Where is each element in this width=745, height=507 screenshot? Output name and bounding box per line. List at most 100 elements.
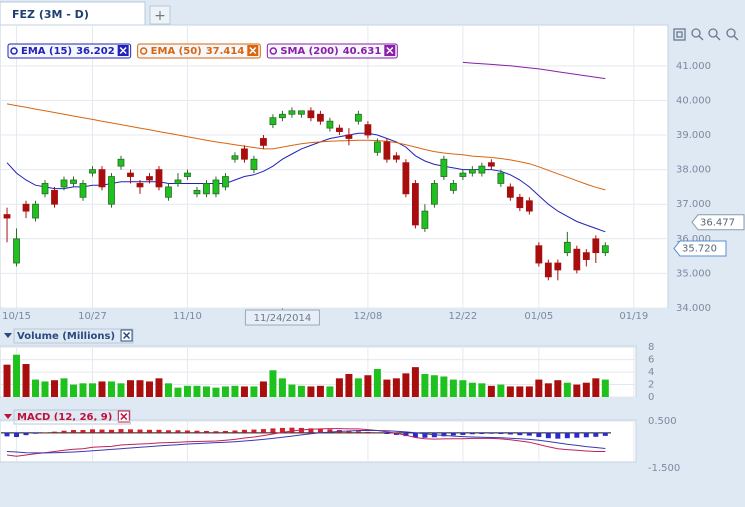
volume-bar <box>478 383 486 397</box>
histogram-bar <box>555 432 561 439</box>
histogram-bar <box>583 432 589 438</box>
histogram-bar <box>346 430 352 433</box>
volume-bar <box>316 385 324 397</box>
histogram-bar <box>23 432 29 436</box>
candle-body <box>554 262 562 271</box>
histogram-bar <box>365 431 371 433</box>
volume-bar <box>364 375 372 397</box>
histogram-bar <box>71 430 77 433</box>
candle-body <box>222 176 229 188</box>
signal-line <box>6 430 606 454</box>
volume-bar <box>592 378 600 397</box>
candle-body <box>317 113 324 122</box>
panel-title: MACD (12, 26, 9) <box>17 412 112 423</box>
price-marker-label: 35.720 <box>682 243 717 254</box>
legend-chip-dot <box>10 47 18 55</box>
volume-bar <box>3 364 11 397</box>
candle-body <box>326 120 334 129</box>
volume-bar <box>554 380 562 397</box>
volume-bar <box>421 373 429 397</box>
candle-body <box>468 169 476 174</box>
candle-body <box>155 169 163 188</box>
zoom-in-button[interactable] <box>691 28 701 38</box>
y-tick-label: 39.000 <box>676 130 711 141</box>
volume-bar <box>240 386 248 397</box>
add-tab[interactable] <box>149 5 171 25</box>
histogram-bar <box>165 430 171 433</box>
histogram-bar <box>184 430 190 433</box>
volume-bar <box>174 387 182 397</box>
legend-close-x <box>119 46 127 55</box>
candle-body <box>117 158 125 167</box>
candle-body <box>364 124 372 136</box>
candle-body <box>430 183 438 205</box>
histogram-bar <box>118 429 124 433</box>
volume-bar <box>307 386 315 397</box>
volume-bar <box>345 373 353 397</box>
reset-button[interactable] <box>673 28 686 41</box>
volume-bar <box>497 384 505 397</box>
histogram-bar <box>498 432 504 434</box>
volume-bar <box>544 383 552 397</box>
histogram-bar <box>127 429 133 433</box>
histogram-bar <box>488 432 494 434</box>
zoom-fit-button[interactable] <box>726 28 736 38</box>
zoom-out-handle <box>715 35 721 41</box>
histogram-bar <box>317 428 323 433</box>
panel-title: Volume (Millions) <box>17 331 115 342</box>
candle-body <box>108 176 115 205</box>
collapse-arrow[interactable] <box>4 414 12 419</box>
candle-body <box>563 241 571 254</box>
candle-body <box>459 172 467 177</box>
panel-title-box <box>13 409 131 425</box>
zoom-fit-handle <box>733 35 739 41</box>
volume-bar <box>193 385 201 397</box>
histogram-bar <box>564 432 570 439</box>
candle-body <box>3 214 11 219</box>
histogram-bar <box>479 432 485 434</box>
y-tick-label: 37.000 <box>676 199 711 210</box>
histogram-bar <box>593 432 599 437</box>
candle-body <box>497 172 505 184</box>
histogram-bar <box>422 432 428 438</box>
candle-body <box>184 172 191 177</box>
candle-body <box>307 110 315 119</box>
legend-chip-dot <box>269 47 278 55</box>
symbol-tab[interactable] <box>0 1 146 27</box>
volume-bar <box>535 379 543 397</box>
histogram-bar <box>270 428 276 433</box>
volume-bar <box>430 375 438 397</box>
candle-body <box>544 262 552 278</box>
price-marker-box <box>673 240 727 257</box>
volume-bar <box>449 379 457 397</box>
volume-bar <box>183 385 191 397</box>
histogram-bar <box>203 430 209 433</box>
volume-bar <box>117 383 125 397</box>
histogram-bar <box>260 429 266 433</box>
candle-body <box>51 189 58 205</box>
volume-bar <box>487 385 495 397</box>
volume-bar <box>392 378 400 397</box>
histogram-bar <box>526 432 532 436</box>
histogram-bar <box>108 429 114 433</box>
histogram-bar <box>52 431 58 433</box>
y-tick-label: 2 <box>648 380 654 391</box>
histogram-bar <box>469 432 475 435</box>
volume-bar <box>164 383 172 397</box>
histogram-bar <box>384 432 390 434</box>
legend-chip: SMA (200) 40.631 <box>266 43 398 59</box>
legend-value: 36.202 <box>76 46 115 57</box>
histogram-bar <box>89 429 95 433</box>
histogram-bar <box>4 432 10 437</box>
volume-bar <box>212 387 220 397</box>
collapse-arrow[interactable] <box>4 333 12 338</box>
histogram-bar <box>80 430 86 433</box>
histogram-bar <box>441 432 447 437</box>
zoom-out-button[interactable] <box>708 28 718 38</box>
y-tick-label: 0 <box>648 392 654 403</box>
histogram-bar <box>194 430 200 433</box>
candle-body <box>478 165 486 174</box>
histogram-bar <box>403 432 409 437</box>
